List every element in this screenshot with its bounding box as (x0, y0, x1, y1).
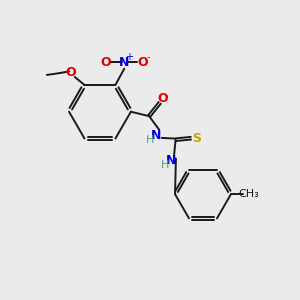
Text: H: H (146, 135, 154, 145)
Text: N: N (151, 129, 161, 142)
Text: N: N (165, 154, 176, 167)
Text: N: N (119, 56, 129, 69)
Text: O: O (157, 92, 168, 105)
Text: H: H (160, 160, 169, 170)
Text: S: S (192, 132, 201, 145)
Text: O: O (137, 56, 148, 69)
Text: CH₃: CH₃ (239, 189, 260, 199)
Text: O: O (100, 56, 111, 69)
Text: +: + (125, 52, 133, 62)
Text: -: - (147, 52, 150, 62)
Text: O: O (66, 66, 76, 79)
